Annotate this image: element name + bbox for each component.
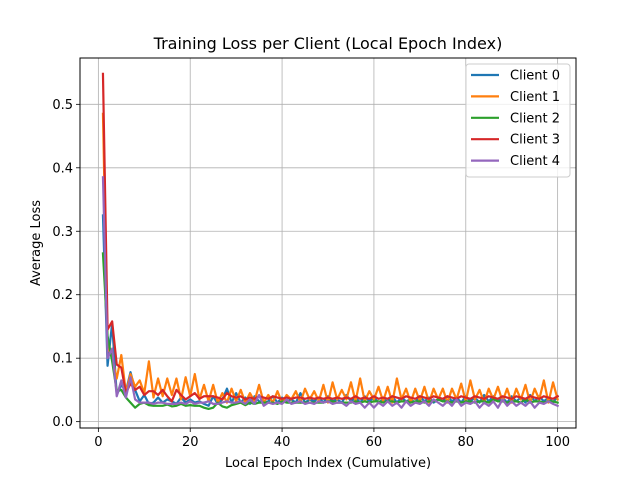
- series-lines: [101, 72, 560, 411]
- legend-label: Client 1: [510, 90, 560, 105]
- series-line-client-3: [101, 72, 560, 403]
- x-tick-label: 20: [182, 435, 199, 450]
- chart-title: Training Loss per Client (Local Epoch In…: [153, 34, 503, 53]
- y-tick-label: 0.3: [52, 225, 73, 240]
- x-axis: 0 20 40 60 80 100: [94, 428, 570, 450]
- series-line-client-4: [101, 176, 560, 409]
- x-tick-label: 40: [274, 435, 291, 450]
- y-axis: 0.0 0.1 0.2 0.3 0.4 0.5: [52, 98, 80, 430]
- y-tick-label: 0.1: [52, 352, 73, 367]
- y-tick-label: 0.0: [52, 415, 73, 430]
- x-tick-label: 80: [458, 435, 475, 450]
- series-line-client-1: [101, 112, 559, 404]
- legend-label: Client 2: [510, 111, 560, 126]
- y-axis-label: Average Loss: [29, 200, 44, 286]
- series-line-client-2: [101, 252, 559, 411]
- legend: Client 0 Client 1 Client 2 Client 3 Client 4: [465, 63, 571, 178]
- x-tick-label: 60: [366, 435, 383, 450]
- y-tick-label: 0.4: [52, 161, 73, 176]
- y-tick-label: 0.2: [52, 288, 73, 303]
- x-tick-label: 100: [545, 435, 570, 450]
- plot-frame: [79, 57, 577, 429]
- y-tick-label: 0.5: [52, 98, 73, 113]
- legend-label: Client 3: [510, 133, 560, 148]
- legend-label: Client 0: [510, 69, 560, 84]
- x-tick-label: 0: [94, 435, 102, 450]
- x-axis-label: Local Epoch Index (Cumulative): [225, 456, 431, 471]
- legend-box: [465, 63, 571, 178]
- legend-label: Client 4: [510, 154, 560, 169]
